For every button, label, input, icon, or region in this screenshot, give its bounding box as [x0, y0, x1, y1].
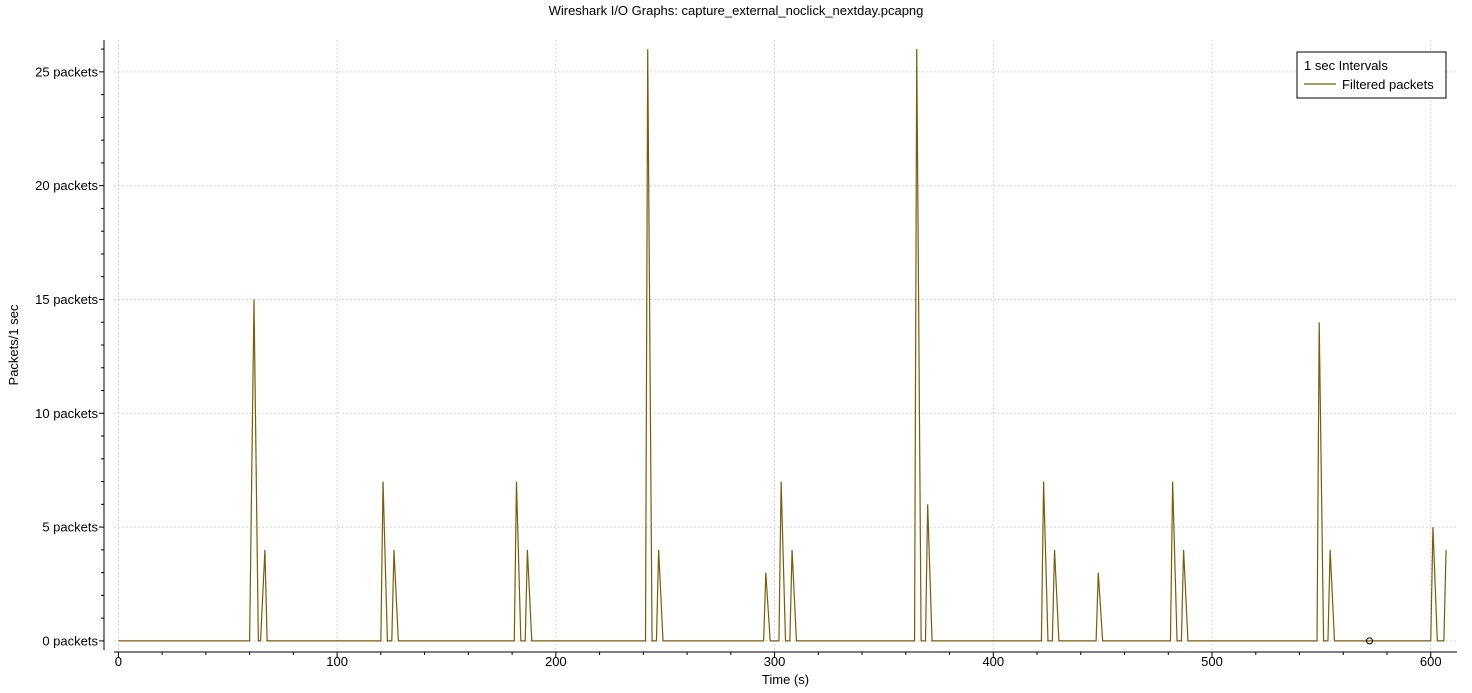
- x-tick-label: 100: [326, 654, 348, 669]
- x-tick-label: 200: [545, 654, 567, 669]
- x-axis-ticks: 0 100 200 300 400 500 600: [115, 652, 1442, 669]
- y-tick-label: 10 packets: [35, 406, 98, 421]
- y-axis-label: Packets/1 sec: [6, 304, 21, 385]
- x-tick-label: 0: [115, 654, 122, 669]
- legend-title: 1 sec Intervals: [1304, 58, 1388, 73]
- plot-area[interactable]: [118, 49, 1447, 645]
- y-tick-label: 25 packets: [35, 64, 98, 79]
- x-axis-label: Time (s): [762, 672, 809, 687]
- x-tick-label: 300: [764, 654, 786, 669]
- chart-title: Wireshark I/O Graphs: capture_external_n…: [549, 3, 924, 18]
- x-tick-label: 500: [1201, 654, 1223, 669]
- legend-entry-filtered-packets: Filtered packets: [1342, 77, 1434, 92]
- series-line-filtered-packets: [118, 49, 1447, 642]
- x-tick-label: 400: [982, 654, 1004, 669]
- x-tick-label: 600: [1420, 654, 1442, 669]
- grid-lines: [114, 40, 1457, 650]
- y-tick-label: 5 packets: [42, 520, 98, 535]
- y-tick-label: 15 packets: [35, 292, 98, 307]
- y-tick-label: 0 packets: [42, 633, 98, 648]
- y-tick-label: 20 packets: [35, 178, 98, 193]
- legend[interactable]: 1 sec Intervals Filtered packets: [1296, 51, 1447, 99]
- legend-box: [1296, 51, 1447, 99]
- selected-point-marker[interactable]: [1366, 637, 1374, 645]
- y-axis-ticks: 0 packets 5 packets 10 packets 15 packets 20…: [35, 48, 104, 648]
